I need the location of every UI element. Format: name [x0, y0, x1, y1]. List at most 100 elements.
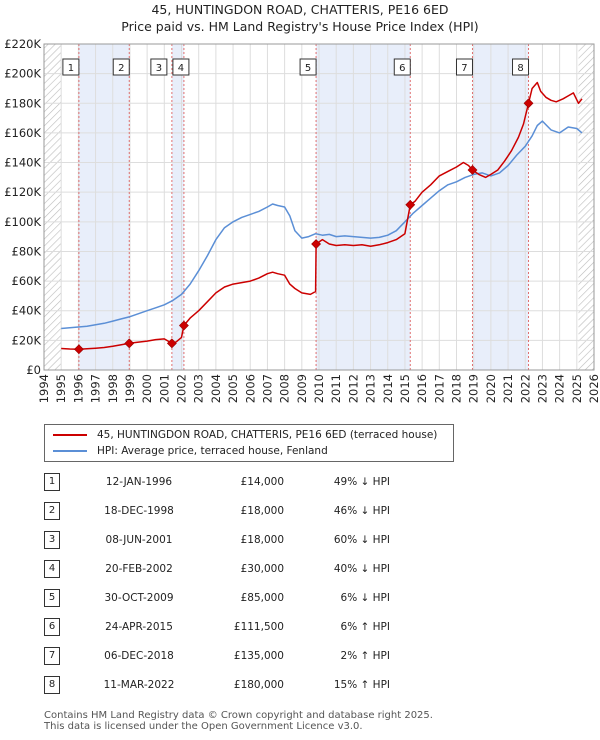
sale-hpi-diff: 60% ↓ HPI	[333, 533, 390, 546]
sale-number-badge: 5	[44, 588, 60, 607]
x-tick-label: 2016	[415, 374, 429, 403]
sale-hpi-diff: 15% ↑ HPI	[333, 678, 390, 691]
sale-label-number: 6	[399, 63, 405, 74]
sale-date: 08-JUN-2001	[105, 533, 173, 546]
sale-label-number: 8	[517, 63, 523, 74]
hpi-line	[61, 120, 583, 330]
x-tick-label: 2023	[535, 374, 549, 403]
x-tick-label: 2002	[175, 374, 189, 403]
sale-hpi-diff: 40% ↓ HPI	[333, 562, 390, 575]
y-tick-label: £0	[26, 363, 41, 377]
sale-point-marker	[467, 165, 478, 175]
x-tick-label: 2017	[432, 374, 446, 403]
sale-number-badge: 6	[44, 617, 60, 636]
sale-price: £135,000	[233, 649, 284, 662]
x-tick-label: 1995	[54, 374, 68, 403]
x-tick-label: 2021	[501, 374, 515, 403]
legend-swatch-property	[53, 434, 87, 436]
table-row: 8 11-MAR-2022 £180,000 15% ↑ HPI	[44, 670, 390, 699]
footer: Contains HM Land Registry data © Crown c…	[44, 710, 433, 732]
sale-point-marker	[166, 338, 177, 349]
table-row: 6 24-APR-2015 £111,500 6% ↑ HPI	[44, 612, 390, 641]
plot-frame	[43, 43, 595, 371]
x-tick-label: 2018	[450, 374, 464, 403]
chart-title-line1: 45, HUNTINGDON ROAD, CHATTERIS, PE16 6ED	[151, 2, 449, 17]
x-tick-label: 1997	[89, 374, 103, 403]
sale-label-number: 4	[178, 63, 184, 74]
sale-point-marker	[523, 98, 534, 109]
x-tick-label: 2014	[381, 374, 395, 403]
y-tick-label: £140K	[4, 156, 41, 170]
sale-hpi-diff: 6% ↑ HPI	[340, 620, 390, 633]
x-tick-label: 2011	[329, 374, 343, 403]
sale-number-badge: 1	[44, 472, 60, 491]
y-tick-label: £100K	[4, 215, 41, 229]
sale-price: £30,000	[240, 562, 284, 575]
ownership-shade	[171, 44, 184, 370]
hatched-region	[578, 44, 594, 370]
sale-date: 06-DEC-2018	[104, 649, 174, 662]
sale-label-number: 7	[461, 63, 467, 74]
x-tick-label: 2020	[484, 374, 498, 403]
sale-hpi-diff: 49% ↓ HPI	[333, 475, 390, 488]
sale-label-number: 3	[156, 63, 162, 74]
sale-date: 24-APR-2015	[105, 620, 173, 633]
sale-number-badge: 2	[44, 501, 60, 520]
sale-label-box: 4	[172, 58, 190, 76]
table-row: 2 18-DEC-1998 £18,000 46% ↓ HPI	[44, 496, 390, 525]
sale-date: 18-DEC-1998	[104, 504, 174, 517]
sale-price: £18,000	[240, 504, 284, 517]
footer-line2: This data is licensed under the Open Gov…	[44, 721, 363, 732]
sale-date: 30-OCT-2009	[104, 591, 174, 604]
sale-point-marker	[311, 239, 322, 249]
sale-price: £180,000	[233, 678, 284, 691]
chart-title-line2: Price paid vs. HM Land Registry's House …	[121, 19, 479, 34]
x-tick-label: 2012	[346, 374, 360, 403]
x-tick-label: 1999	[123, 374, 137, 403]
x-tick-label: 2006	[243, 374, 257, 403]
sale-label-box: 5	[299, 58, 317, 76]
sale-label-box: 1	[62, 58, 80, 76]
x-tick-label: 2007	[260, 374, 274, 403]
sale-label-number: 1	[68, 63, 74, 74]
y-tick-label: £200K	[4, 67, 41, 81]
table-row: 3 08-JUN-2001 £18,000 60% ↓ HPI	[44, 525, 390, 554]
legend-label-hpi: HPI: Average price, terraced house, Fenl…	[97, 445, 328, 457]
x-tick-label: 1994	[37, 374, 51, 403]
sale-hpi-diff: 46% ↓ HPI	[333, 504, 390, 517]
footer-line1: Contains HM Land Registry data © Crown c…	[44, 710, 433, 721]
y-tick-label: £60K	[12, 274, 42, 288]
table-row: 7 06-DEC-2018 £135,000 2% ↑ HPI	[44, 641, 390, 670]
sale-number-badge: 4	[44, 559, 60, 578]
legend-label-property: 45, HUNTINGDON ROAD, CHATTERIS, PE16 6ED…	[97, 429, 438, 441]
x-tick-label: 2004	[209, 374, 223, 403]
x-tick-label: 2024	[553, 374, 567, 403]
x-tick-label: 2001	[157, 374, 171, 403]
x-tick-label: 2019	[467, 374, 481, 403]
x-tick-label: 1998	[106, 374, 120, 403]
sale-label-number: 5	[305, 63, 311, 74]
sale-label-box: 3	[150, 58, 168, 76]
sale-point-marker	[73, 344, 84, 355]
ownership-shade	[78, 44, 130, 370]
x-tick-label: 2005	[226, 374, 240, 403]
sales-table: 1 12-JAN-1996 £14,000 49% ↓ HPI 2 18-DEC-1998…	[44, 467, 390, 699]
x-tick-label: 2010	[312, 374, 326, 403]
sale-label-box: 8	[512, 58, 530, 76]
sale-point-marker	[405, 199, 416, 210]
ownership-shade	[472, 44, 529, 370]
y-tick-label: £80K	[12, 244, 42, 258]
y-tick-label: £220K	[4, 37, 41, 51]
y-tick-label: £20K	[12, 333, 42, 347]
sale-date: 20-FEB-2002	[105, 562, 173, 575]
sale-label-box: 6	[393, 58, 411, 76]
legend: 45, HUNTINGDON ROAD, CHATTERIS, PE16 6ED…	[44, 424, 454, 462]
x-tick-label: 2022	[518, 374, 532, 403]
sale-date: 11-MAR-2022	[103, 678, 175, 691]
sale-point-marker	[124, 338, 135, 349]
sale-number-badge: 3	[44, 530, 60, 549]
x-tick-label: 2015	[398, 374, 412, 403]
legend-swatch-hpi	[53, 450, 87, 452]
x-tick-label: 2008	[278, 374, 292, 403]
sale-label-box: 2	[112, 58, 130, 76]
